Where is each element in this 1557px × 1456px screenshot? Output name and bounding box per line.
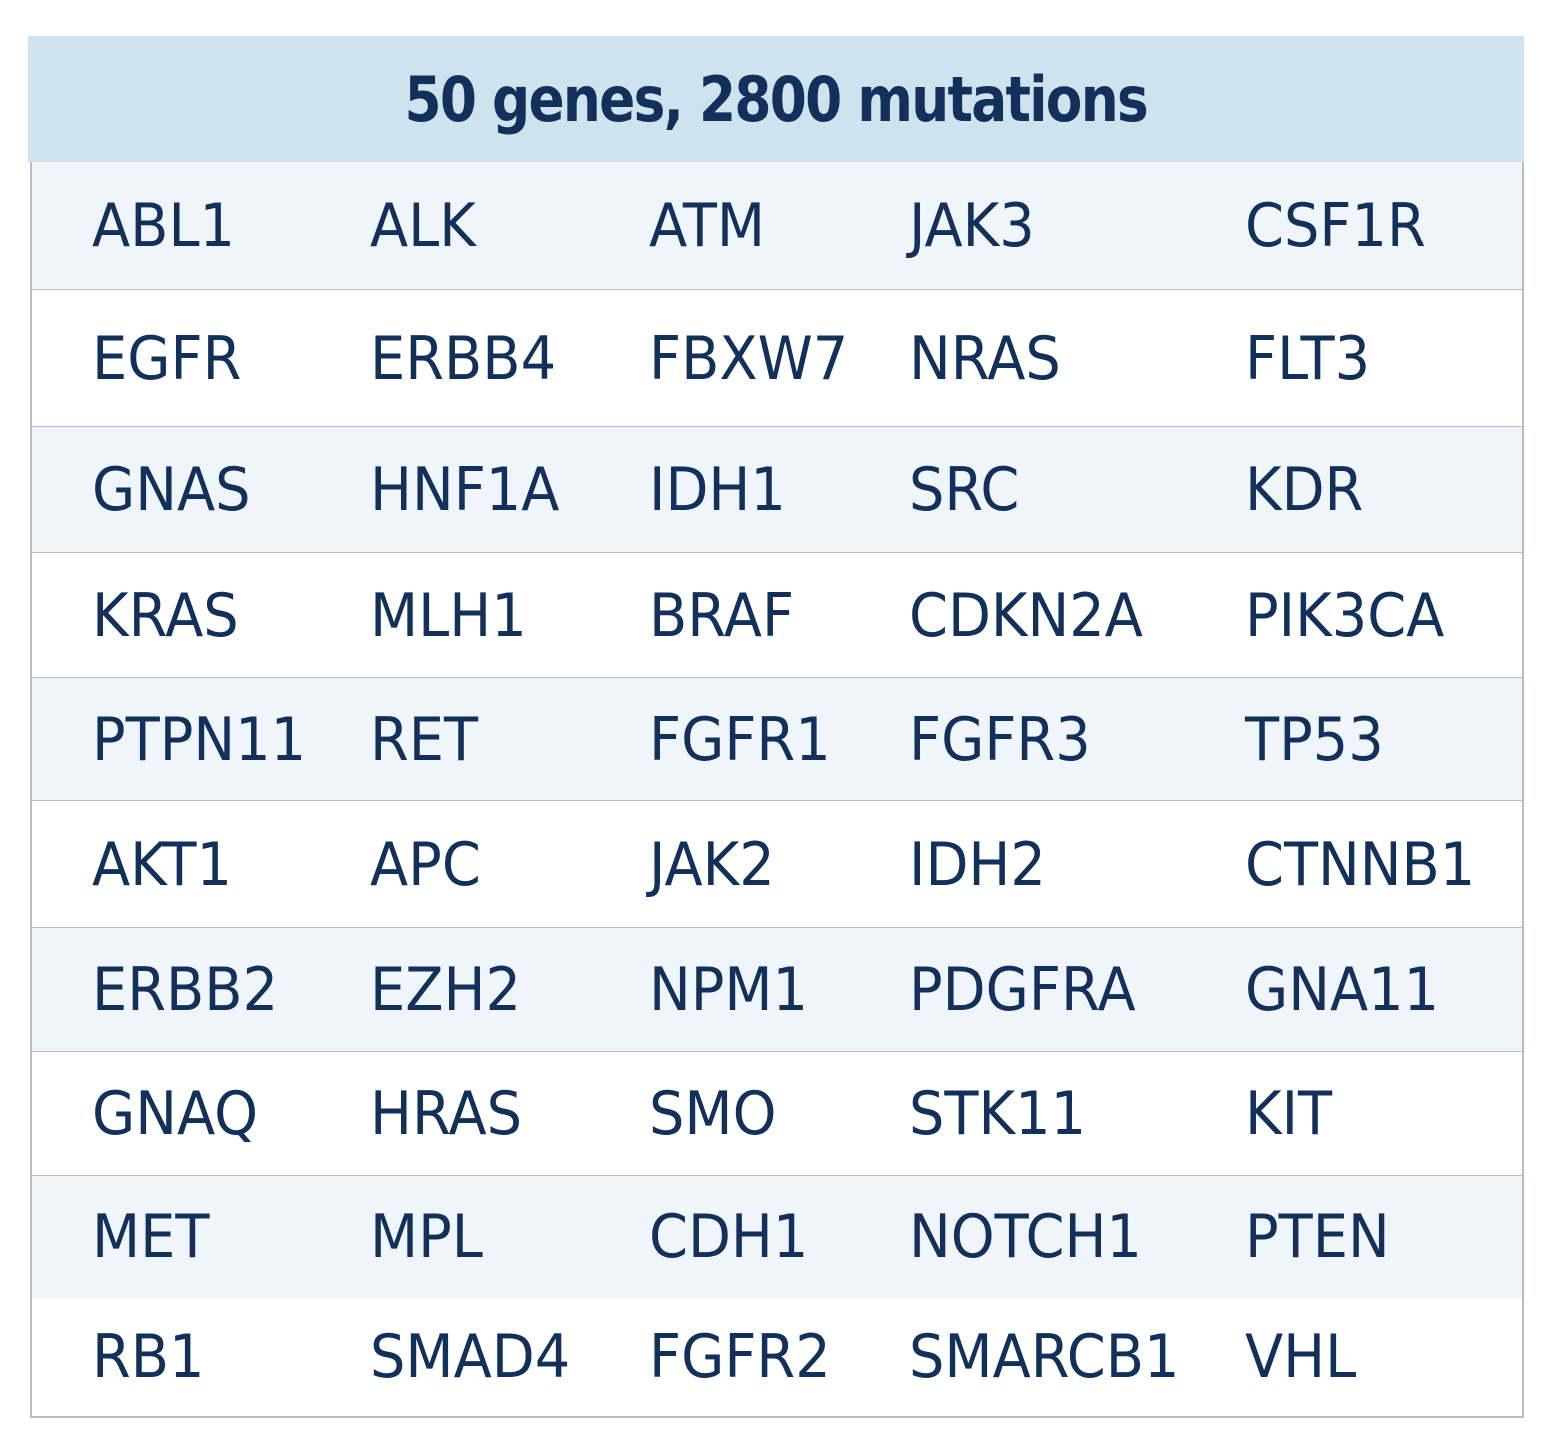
gene-cell: GNAS <box>92 455 251 525</box>
gene-cell: KIT <box>1245 1079 1333 1149</box>
gene-cell: NRAS <box>909 323 1061 394</box>
gene-cell: TP53 <box>1245 704 1384 775</box>
gene-cell: ABL1 <box>92 191 236 261</box>
table-row: ERBB2 EZH2 NPM1 PDGFRA GNA11 <box>32 928 1522 1052</box>
gene-cell: HRAS <box>370 1079 523 1149</box>
table-row: AKT1 APC JAK2 IDH2 CTNNB1 <box>32 801 1522 928</box>
table-row: EGFR ERBB4 FBXW7 NRAS FLT3 <box>32 290 1522 427</box>
gene-cell: FLT3 <box>1245 323 1371 394</box>
gene-cell: PIK3CA <box>1245 580 1445 651</box>
gene-cell: FGFR2 <box>649 1322 831 1392</box>
gene-cell: HNF1A <box>370 455 560 525</box>
gene-cell: NPM1 <box>649 955 809 1025</box>
gene-cell: SMARCB1 <box>909 1322 1180 1392</box>
table-row: KRAS MLH1 BRAF CDKN2A PIK3CA <box>32 553 1522 678</box>
gene-cell: APC <box>370 829 481 900</box>
gene-cell: MPL <box>370 1202 483 1272</box>
gene-cell: IDH1 <box>649 455 786 525</box>
panel-header: 50 genes, 2800 mutations <box>28 36 1524 162</box>
gene-cell: GNA11 <box>1245 955 1440 1025</box>
table-row: PTPN11 RET FGFR1 FGFR3 TP53 <box>32 678 1522 801</box>
gene-cell: ALK <box>370 191 476 261</box>
gene-cell: SMO <box>649 1079 777 1149</box>
gene-cell: VHL <box>1245 1322 1357 1392</box>
gene-cell: MET <box>92 1202 210 1272</box>
gene-cell: CDKN2A <box>909 580 1143 651</box>
gene-cell: GNAQ <box>92 1079 259 1149</box>
gene-cell: KRAS <box>92 580 239 651</box>
table-row: ABL1 ALK ATM JAK3 CSF1R <box>32 162 1522 290</box>
gene-cell: NOTCH1 <box>909 1202 1142 1272</box>
gene-cell: ERBB4 <box>370 323 557 394</box>
gene-cell: CDH1 <box>649 1202 809 1272</box>
gene-cell: MLH1 <box>370 580 527 651</box>
gene-cell: SRC <box>909 455 1020 525</box>
gene-cell: EZH2 <box>370 955 521 1025</box>
gene-cell: EGFR <box>92 323 242 394</box>
panel-title: 50 genes, 2800 mutations <box>404 62 1149 136</box>
gene-cell: AKT1 <box>92 829 233 900</box>
gene-cell: RB1 <box>92 1322 205 1392</box>
gene-cell: ERBB2 <box>92 955 279 1025</box>
gene-cell: STK11 <box>909 1079 1087 1149</box>
gene-cell: CSF1R <box>1245 191 1426 261</box>
gene-cell: FGFR1 <box>649 704 831 775</box>
gene-cell: RET <box>370 704 479 775</box>
gene-cell: PTPN11 <box>92 704 307 775</box>
table-row: GNAS HNF1A IDH1 SRC KDR <box>32 427 1522 553</box>
table-row: RB1 SMAD4 FGFR2 SMARCB1 VHL <box>32 1298 1522 1416</box>
gene-cell: JAK2 <box>649 829 775 900</box>
gene-cell: JAK3 <box>909 191 1035 261</box>
gene-cell: IDH2 <box>909 829 1046 900</box>
gene-cell: PTEN <box>1245 1202 1390 1272</box>
gene-cell: SMAD4 <box>370 1322 571 1392</box>
table-row: GNAQ HRAS SMO STK11 KIT <box>32 1052 1522 1176</box>
gene-cell: PDGFRA <box>909 955 1136 1025</box>
gene-cell: FGFR3 <box>909 704 1091 775</box>
table-row: MET MPL CDH1 NOTCH1 PTEN <box>32 1176 1522 1298</box>
gene-table: ABL1 ALK ATM JAK3 CSF1R EGFR ERBB4 FBXW7 NRAS FLT… <box>30 162 1524 1418</box>
gene-cell: CTNNB1 <box>1245 829 1476 900</box>
gene-cell: ATM <box>649 191 766 261</box>
gene-cell: FBXW7 <box>649 323 849 394</box>
gene-panel: 50 genes, 2800 mutations ABL1 ALK ATM JAK3 C… <box>28 36 1524 1418</box>
gene-cell: BRAF <box>649 580 795 651</box>
gene-cell: KDR <box>1245 455 1364 525</box>
